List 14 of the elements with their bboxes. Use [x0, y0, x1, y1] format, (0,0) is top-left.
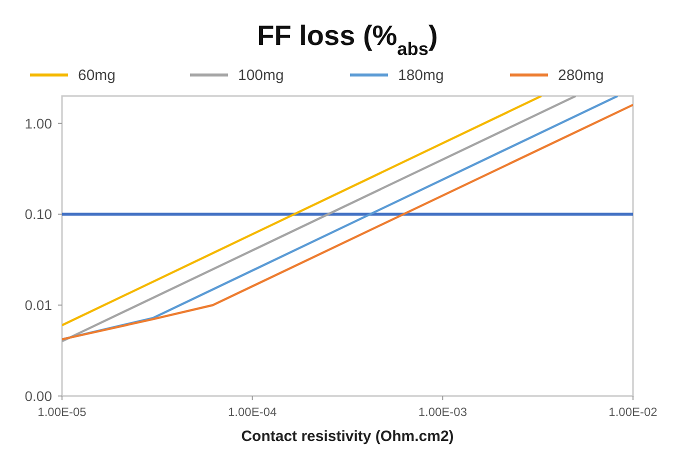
legend-label: 60mg — [78, 67, 116, 84]
x-tick-label: 1.00E-04 — [228, 405, 278, 419]
y-tick-label: 0.10 — [24, 206, 52, 222]
legend-label: 180mg — [398, 67, 444, 84]
y-tick-label: 1.00 — [24, 115, 52, 132]
x-tick-label: 1.00E-05 — [38, 405, 87, 419]
legend-label: 100mg — [238, 67, 284, 84]
y-tick-label: 0.01 — [24, 297, 52, 314]
x-tick-label: 1.00E-03 — [418, 405, 468, 419]
chart-title: FF loss (%$_{abs}$) — [257, 20, 438, 59]
legend-label: 280mg — [558, 67, 604, 84]
x-axis-title: Contact resistivity (Ohm.cm2) — [241, 428, 454, 445]
y-tick-label: 0.00 — [24, 388, 52, 404]
x-tick-label: 1.00E-02 — [608, 405, 658, 419]
